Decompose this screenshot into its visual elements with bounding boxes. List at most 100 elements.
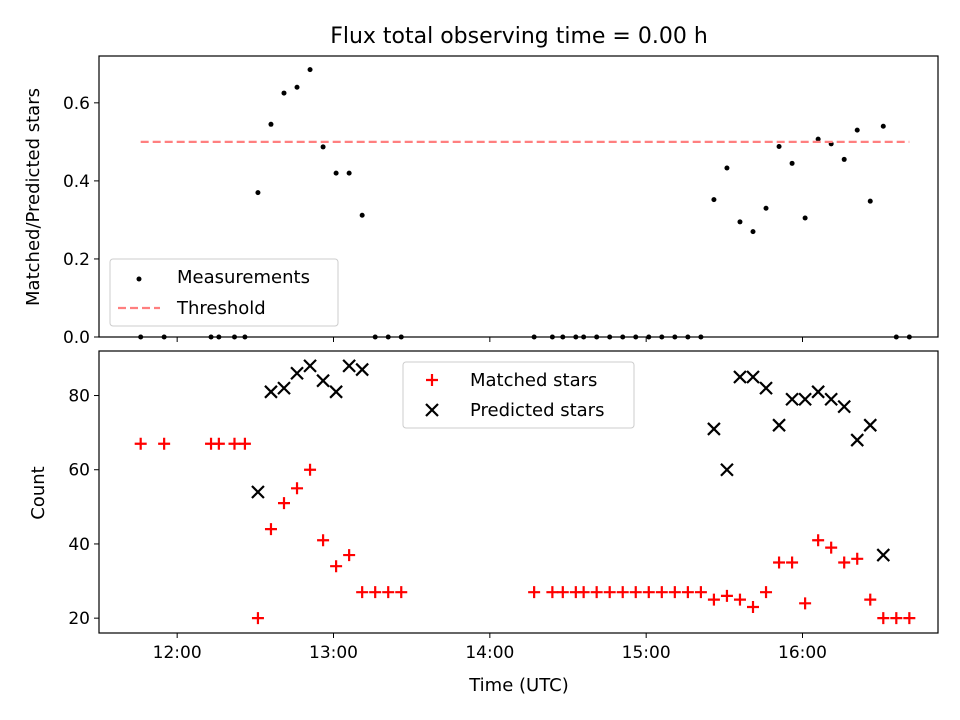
plot-frame	[98, 350, 939, 634]
measurements-point	[359, 212, 365, 218]
matched-stars-point	[616, 586, 629, 599]
predicted-stars-point	[355, 362, 369, 377]
matched-stars-point	[546, 586, 559, 599]
matched-stars-point	[707, 593, 720, 606]
matched-stars-point	[317, 534, 330, 547]
predicted-stars-point	[798, 392, 812, 407]
matched-stars-point	[343, 549, 356, 562]
predicted-stars-point	[707, 422, 721, 436]
matched-stars-point	[264, 523, 277, 536]
measurements-point	[372, 334, 378, 340]
measurements-point	[789, 160, 795, 166]
measurements-point	[802, 215, 808, 221]
matched-stars-point	[212, 437, 225, 450]
measurements-point	[549, 334, 555, 340]
matched-stars-point	[642, 586, 655, 599]
predicted-stars-point	[863, 418, 878, 432]
matched-stars-point	[556, 586, 569, 599]
matched-stars-point	[694, 586, 707, 599]
measurements-point	[750, 229, 756, 235]
measurements-point	[854, 127, 860, 133]
measurements-point	[268, 121, 274, 127]
matched-stars-point	[238, 437, 251, 450]
measurements-point	[333, 170, 339, 176]
measurements-point	[208, 334, 214, 340]
matched-stars-point	[134, 437, 147, 450]
chart-title: Flux total observing time = 0.00 h	[330, 24, 708, 49]
measurements-point	[216, 334, 222, 340]
measurements-point	[659, 334, 665, 340]
matched-stars-point	[603, 586, 616, 599]
legend-matched-label: Matched stars	[470, 370, 597, 391]
matched-stars-point	[590, 586, 603, 599]
matched-stars-point	[838, 556, 851, 569]
measurements-point	[385, 334, 391, 340]
matched-stars-point	[330, 560, 343, 573]
y-tick-label: 40	[68, 535, 90, 555]
legend-threshold-label: Threshold	[176, 298, 266, 319]
matched-stars-point	[356, 586, 369, 599]
measurements-point	[620, 334, 626, 340]
legend-measurements-marker	[136, 276, 142, 282]
predicted-stars-point	[824, 392, 838, 407]
predicted-stars-point	[759, 381, 773, 395]
legend-matched-marker	[426, 374, 438, 386]
predicted-stars-point	[811, 385, 825, 399]
x-tick-label: 14:00	[465, 643, 514, 663]
y-tick-label: 0.0	[63, 328, 90, 348]
predicted-stars-point	[772, 418, 786, 432]
bottom-panel: 20 40 60 80 12:00 13:00 14:00 15:00 16:00	[68, 350, 939, 663]
matched-stars-point	[277, 497, 290, 510]
matched-stars-point	[903, 612, 916, 625]
measurements-point	[711, 197, 717, 203]
measurements-point	[698, 334, 704, 340]
matched-stars-point	[760, 586, 773, 599]
matched-stars-point	[747, 601, 760, 614]
x-tick-label: 15:00	[622, 643, 671, 663]
y-tick-label: 60	[68, 461, 90, 481]
matched-stars-point	[877, 612, 890, 625]
measurements-point	[880, 123, 886, 129]
predicted-stars-point	[733, 370, 747, 384]
measurements-point	[320, 144, 326, 150]
y-tick-label: 0.6	[63, 94, 90, 114]
predicted-stars-point	[303, 359, 317, 373]
measurements-point	[294, 84, 300, 90]
measurements-point	[560, 334, 566, 340]
matched-stars-point	[158, 437, 171, 450]
measurements-point	[815, 136, 821, 142]
measurements-point	[763, 205, 769, 211]
plot-frame	[98, 55, 939, 338]
predicted-stars-point	[251, 485, 265, 499]
matched-stars-point	[851, 552, 864, 565]
matched-stars-point	[799, 597, 812, 610]
matched-stars-point	[773, 556, 786, 569]
top-panel: 0.0 0.2 0.4 0.6	[63, 55, 939, 348]
measurements-point	[633, 334, 639, 340]
x-axis-label: Time (UTC)	[468, 675, 569, 696]
y-tick-label: 0.4	[63, 172, 90, 192]
bottom-y-axis-label: Count	[28, 466, 49, 519]
predicted-stars-point	[342, 359, 356, 373]
measurements-point	[138, 334, 144, 340]
measurements-point	[255, 190, 261, 196]
measurements-point	[672, 334, 678, 340]
y-tick-label: 0.2	[63, 250, 90, 270]
predicted-stars-point	[316, 373, 330, 388]
predicted-stars-point	[746, 370, 760, 384]
matched-stars-point	[395, 586, 408, 599]
measurements-point	[737, 219, 743, 225]
measurements-point	[893, 334, 899, 340]
matched-stars-point	[228, 437, 241, 450]
y-tick-label: 20	[68, 609, 90, 629]
matched-stars-point	[291, 482, 304, 495]
top-legend-frame	[109, 258, 339, 327]
matched-stars-point	[528, 586, 541, 599]
top-y-axis-label: Matched/Predicted stars	[23, 88, 44, 306]
y-tick-label: 80	[68, 387, 90, 407]
predicted-stars-point	[290, 366, 304, 381]
measurements-point	[646, 334, 652, 340]
predicted-stars-point	[837, 399, 851, 414]
matched-stars-point	[864, 593, 877, 606]
